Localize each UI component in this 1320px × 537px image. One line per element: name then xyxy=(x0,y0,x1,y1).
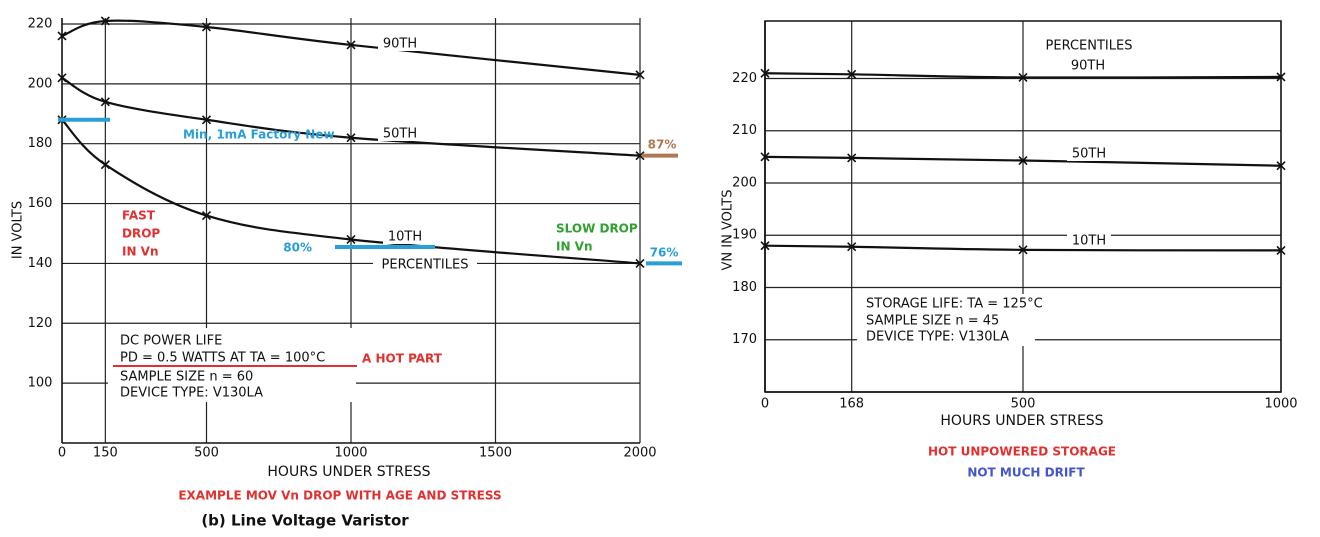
annotation: HOT UNPOWERED STORAGE xyxy=(928,445,1116,459)
x-tick-label: 150 xyxy=(93,446,118,461)
y-tick-label: 180 xyxy=(732,280,757,295)
y-tick-label: 200 xyxy=(28,76,53,91)
point-marker xyxy=(100,160,110,170)
label-bg xyxy=(1067,233,1111,248)
point-marker xyxy=(635,70,645,80)
point-marker xyxy=(1276,161,1286,171)
point-marker xyxy=(346,234,356,245)
label-bg xyxy=(378,36,422,51)
info-box xyxy=(857,294,1035,346)
point-marker xyxy=(346,133,356,143)
label-bg xyxy=(1037,38,1141,53)
point-marker xyxy=(1276,245,1286,255)
point-marker xyxy=(1018,155,1028,166)
annotation: SLOW DROP xyxy=(556,222,638,236)
y-tick-label: 200 xyxy=(732,175,757,190)
x-axis-label: HOURS UNDER STRESS xyxy=(940,413,1103,429)
y-tick-label: 220 xyxy=(732,71,757,86)
curve-label: 90TH xyxy=(1071,59,1105,74)
point-marker xyxy=(847,69,857,79)
x-axis-label: HOURS UNDER STRESS xyxy=(267,464,430,480)
y-tick-label: 180 xyxy=(28,136,53,151)
point-marker xyxy=(760,241,770,251)
point-marker xyxy=(100,97,110,107)
point-marker xyxy=(346,40,356,50)
info-text: DEVICE TYPE: V130LA xyxy=(866,330,1009,345)
point-marker xyxy=(1018,72,1028,82)
y-tick-label: 100 xyxy=(28,376,53,391)
annotation: IN Vn xyxy=(556,240,593,254)
x-tick-label: 0 xyxy=(58,446,66,461)
x-tick-label: 1500 xyxy=(479,446,512,461)
point-marker xyxy=(635,151,645,161)
y-tick-label: 210 xyxy=(732,123,757,138)
info-text: DC POWER LIFE xyxy=(120,334,222,349)
label-bg xyxy=(378,126,422,141)
point-marker xyxy=(57,73,67,83)
point-marker xyxy=(201,22,212,32)
reference-label: Min, 1mA Factory New xyxy=(183,128,335,142)
y-tick-label: 120 xyxy=(28,316,53,331)
point-marker xyxy=(1018,245,1028,255)
x-tick-label: 1000 xyxy=(1264,397,1297,412)
series-note: PERCENTILES xyxy=(382,258,469,273)
label-bg xyxy=(1067,146,1111,161)
reference-label: 80% xyxy=(283,241,312,255)
point-marker xyxy=(100,16,110,26)
curve-label: 50TH xyxy=(383,127,417,142)
series-note: PERCENTILES xyxy=(1046,39,1133,54)
info-text: SAMPLE SIZE n = 45 xyxy=(866,314,999,329)
point-marker xyxy=(847,153,857,163)
y-tick-label: 160 xyxy=(28,196,53,211)
subtitle: (b) Line Voltage Varistor xyxy=(201,512,409,530)
annotation: DROP xyxy=(122,227,160,241)
curve-label: 10TH xyxy=(1072,234,1106,249)
annotation: FAST xyxy=(122,209,156,223)
curve-label: 50TH xyxy=(1072,147,1106,162)
point-marker xyxy=(1276,72,1286,82)
x-tick-label: 500 xyxy=(1011,397,1036,412)
caption: EXAMPLE MOV Vn DROP WITH AGE AND STRESS xyxy=(178,489,501,503)
x-tick-label: 1000 xyxy=(334,446,367,461)
series-line xyxy=(764,244,1282,252)
series-line xyxy=(764,72,1282,79)
point-marker xyxy=(635,258,645,268)
label-bg xyxy=(1066,58,1110,73)
x-tick-label: 2000 xyxy=(623,446,656,461)
point-marker xyxy=(201,115,212,125)
point-marker xyxy=(847,242,857,252)
point-marker xyxy=(760,152,770,162)
y-axis-label: VN IN VOLTS xyxy=(721,190,736,271)
x-tick-label: 168 xyxy=(839,397,864,412)
y-tick-label: 190 xyxy=(732,228,757,243)
reference-label: 76% xyxy=(650,246,679,260)
info-text: SAMPLE SIZE n = 60 xyxy=(120,370,253,385)
info-text: DEVICE TYPE: V130LA xyxy=(120,386,263,401)
y-tick-label: 220 xyxy=(28,16,53,31)
annotation: IN Vn xyxy=(122,245,159,259)
x-tick-label: 0 xyxy=(761,397,769,412)
series-line xyxy=(764,155,1282,167)
y-tick-label: 170 xyxy=(732,332,757,347)
label-bg xyxy=(383,229,427,244)
curve-label: 10TH xyxy=(388,230,422,245)
x-tick-label: 500 xyxy=(194,446,219,461)
annotation: A HOT PART xyxy=(362,352,443,366)
point-marker xyxy=(201,210,212,221)
info-text: STORAGE LIFE: TA = 125°C xyxy=(866,297,1043,312)
label-bg xyxy=(373,257,477,272)
annotation: NOT MUCH DRIFT xyxy=(967,466,1085,480)
point-marker xyxy=(760,68,770,78)
curve-label: 90TH xyxy=(383,37,417,52)
y-tick-label: 140 xyxy=(28,256,53,271)
point-marker xyxy=(57,31,67,41)
info-text: PD = 0.5 WATTS AT TA = 100°C xyxy=(120,351,325,366)
reference-label: 87% xyxy=(648,138,677,152)
y-axis-label: IN VOLTS xyxy=(11,201,26,259)
plot-frame xyxy=(764,20,1282,393)
